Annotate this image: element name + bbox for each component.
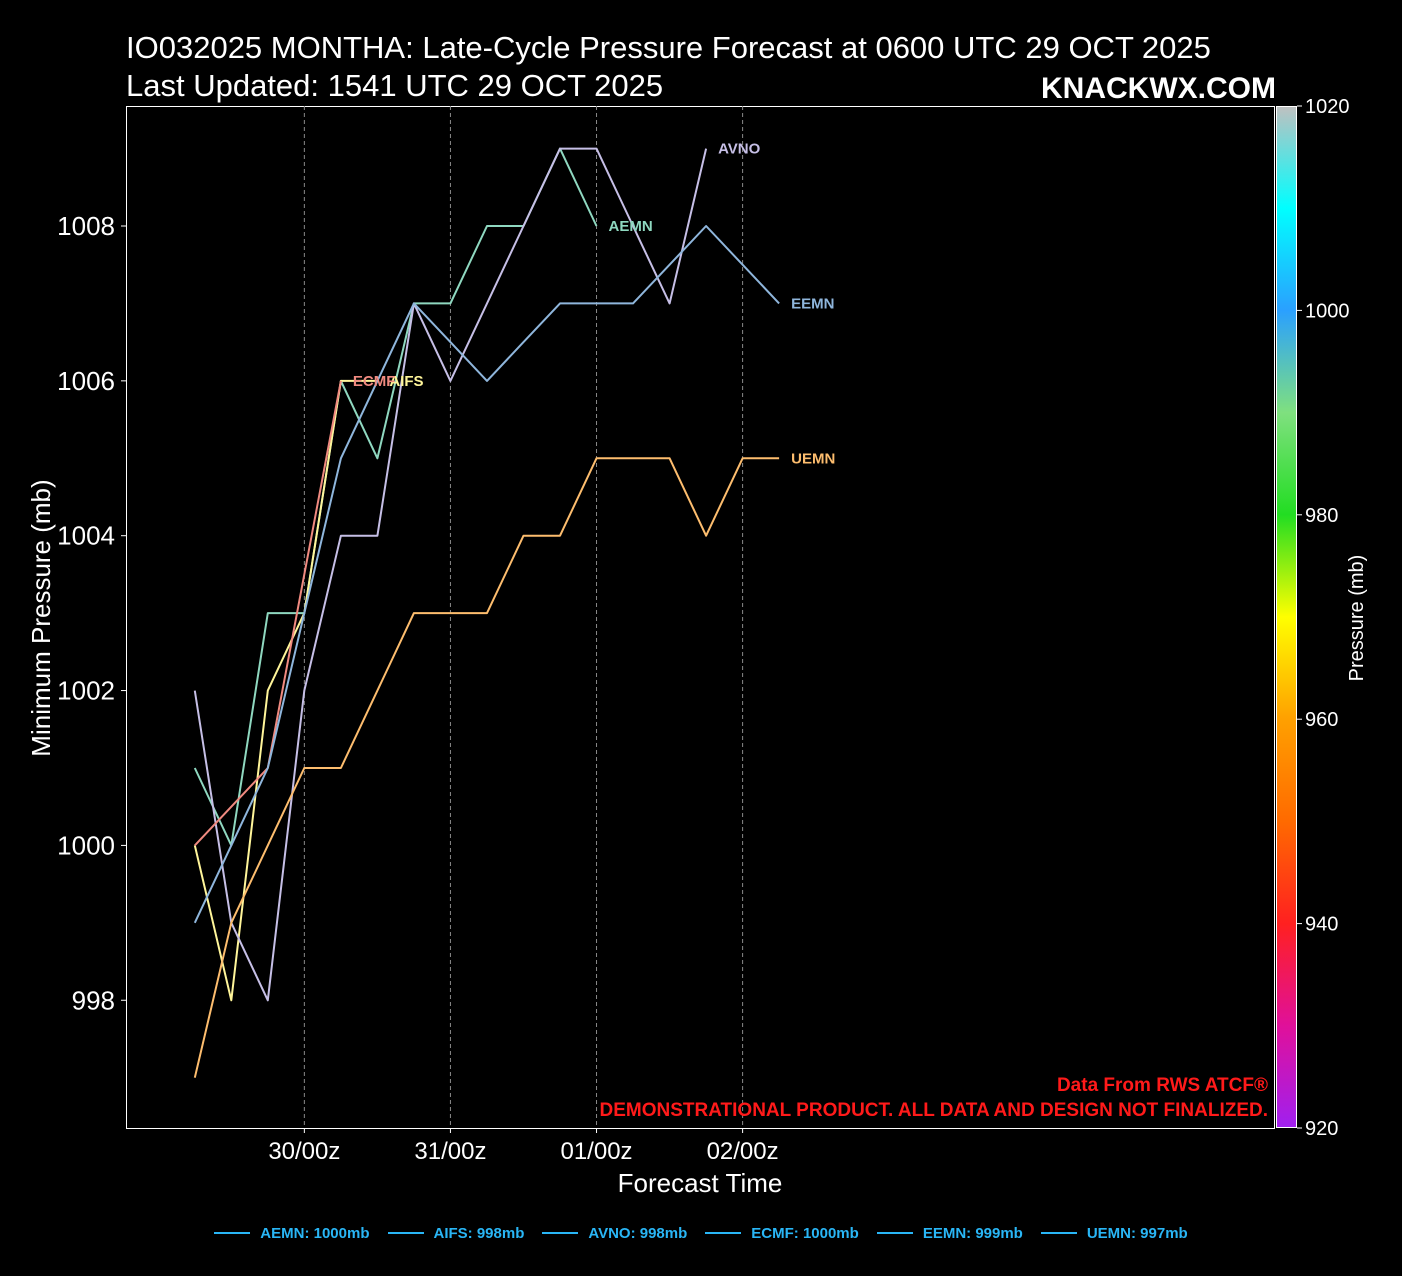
legend-item: AEMN: 1000mb xyxy=(214,1224,370,1242)
x-tick-label: 31/00z xyxy=(414,1138,486,1165)
x-axis-ticks: 30/00z 31/00z 01/00z 02/00z xyxy=(268,1128,779,1165)
colorbar-tick-label: 960 xyxy=(1305,709,1338,731)
legend-label: AIFS: 998mb xyxy=(433,1224,525,1242)
y-axis-ticks: 998 1000 1002 1004 1006 1008 xyxy=(57,211,126,1015)
legend-swatch xyxy=(214,1232,251,1234)
colorbar-tick-label: 980 xyxy=(1305,505,1338,527)
data-source-credit: Data From RWS ATCF® xyxy=(1057,1075,1268,1096)
plot-frame xyxy=(126,106,1275,1129)
legend: AEMN: 1000mb AIFS: 998mb AVNO: 998mb ECMF: … xyxy=(0,1218,1402,1248)
series-label-aemn: AEMN xyxy=(609,218,653,235)
legend-label: UEMN: 997mb xyxy=(1086,1224,1188,1242)
legend-item: AVNO: 998mb xyxy=(542,1225,687,1242)
series-line-eemn xyxy=(193,225,780,924)
y-tick-label: 1006 xyxy=(57,366,115,396)
x-tick-label: 01/00z xyxy=(560,1138,632,1165)
series-line-avno xyxy=(193,147,708,1002)
colorbar-frame xyxy=(1276,106,1297,1128)
y-tick-label: 998 xyxy=(72,985,115,1015)
y-tick-label: 1004 xyxy=(57,521,115,551)
legend-label: EEMN: 999mb xyxy=(922,1224,1023,1242)
colorbar xyxy=(1276,106,1297,1128)
brand-logo-text: KNACKWX.COM xyxy=(1041,72,1276,105)
series-lines xyxy=(193,147,780,1078)
colorbar-tick-label: 940 xyxy=(1305,914,1338,936)
legend-swatch xyxy=(705,1232,742,1234)
series-label-avno: AVNO xyxy=(718,141,761,158)
legend-item: EEMN: 999mb xyxy=(876,1224,1023,1242)
series-line-aifs xyxy=(193,379,378,1002)
series-label-aifs: AIFS xyxy=(389,373,423,390)
series-label-ecmf: ECMF xyxy=(353,373,396,390)
legend-swatch xyxy=(876,1232,913,1234)
y-tick-label: 1000 xyxy=(57,830,115,860)
demo-disclaimer: DEMONSTRATIONAL PRODUCT. ALL DATA AND DE… xyxy=(600,1100,1269,1121)
y-axis-label: Minimum Pressure (mb) xyxy=(26,479,56,756)
legend-item: AIFS: 998mb xyxy=(387,1224,525,1242)
chart-title: IO032025 MONTHA: Late-Cycle Pressure For… xyxy=(126,30,1211,65)
legend-item: UEMN: 997mb xyxy=(1040,1224,1188,1242)
legend-label: AVNO: 998mb xyxy=(588,1224,688,1242)
series-label-eemn: EEMN xyxy=(791,295,834,312)
chart-subtitle: Last Updated: 1541 UTC 29 OCT 2025 xyxy=(126,68,663,103)
legend-item: ECMF: 1000mb xyxy=(705,1225,859,1242)
colorbar-tick-label: 1020 xyxy=(1305,96,1350,118)
x-tick-label: 02/00z xyxy=(707,1138,779,1165)
series-end-labels: AEMN AIFS AVNO ECMF EEMN UEMN xyxy=(353,141,835,468)
series-line-uemn xyxy=(193,457,780,1078)
y-tick-label: 1008 xyxy=(57,211,115,241)
x-tick-label: 30/00z xyxy=(268,1138,340,1165)
colorbar-label: Pressure (mb) xyxy=(1346,555,1368,682)
series-label-uemn: UEMN xyxy=(791,450,835,467)
legend-label: ECMF: 1000mb xyxy=(751,1224,859,1242)
legend-label: AEMN: 1000mb xyxy=(260,1224,370,1242)
y-tick-label: 1002 xyxy=(57,676,115,706)
legend-swatch xyxy=(1040,1232,1077,1234)
x-axis-label: Forecast Time xyxy=(618,1168,783,1198)
legend-swatch xyxy=(542,1232,579,1234)
legend-swatch xyxy=(387,1232,424,1234)
colorbar-tick-label: 1000 xyxy=(1305,300,1350,322)
colorbar-ticks: 920 940 960 980 1000 1020 xyxy=(1297,96,1350,1140)
colorbar-tick-label: 920 xyxy=(1305,1118,1338,1140)
